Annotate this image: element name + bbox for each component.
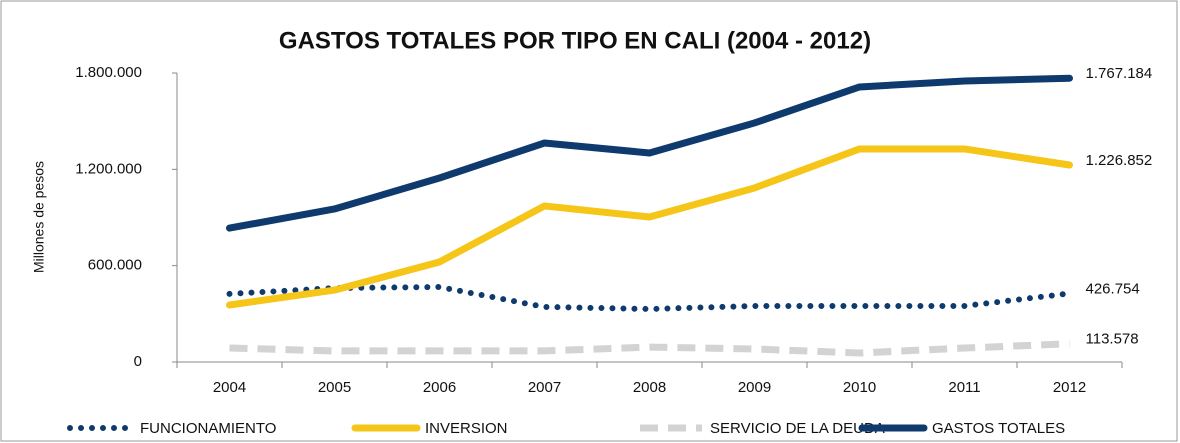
series-line [226, 284, 1073, 313]
legend-label: INVERSION [425, 420, 508, 437]
x-tick-label: 2004 [213, 379, 246, 396]
x-tick-label: 2006 [423, 379, 456, 396]
y-tick-label: 1.800.000 [75, 64, 142, 81]
y-tick-label: 0 [134, 353, 142, 370]
legend-label: SERVICIO DE LA DEUDA [710, 420, 885, 437]
x-tick-label: 2007 [528, 379, 561, 396]
data-label: 1.767.184 [1086, 65, 1153, 82]
series-line [226, 74, 1073, 232]
x-tick-label: 2011 [948, 379, 980, 396]
x-tick-label: 2012 [1053, 379, 1086, 396]
data-label: 113.578 [1086, 331, 1139, 348]
legend-label: FUNCIONAMIENTO [140, 420, 276, 437]
series-line [229, 340, 1070, 357]
x-tick-label: 2008 [633, 379, 666, 396]
chart-title: GASTOS TOTALES POR TIPO EN CALI (2004 - … [279, 27, 871, 54]
x-tick-label: 2009 [738, 379, 771, 396]
y-tick-label: 600.000 [88, 257, 142, 274]
data-label: 1.226.852 [1086, 152, 1153, 169]
legend-label: GASTOS TOTALES [932, 420, 1065, 437]
x-tick-label: 2010 [843, 379, 876, 396]
y-tick-label: 1.200.000 [75, 160, 142, 177]
y-axis-label: Millones de pesos [31, 161, 47, 273]
series-line [226, 145, 1073, 309]
data-label: 426.754 [1086, 280, 1140, 297]
x-tick-label: 2005 [318, 379, 351, 396]
